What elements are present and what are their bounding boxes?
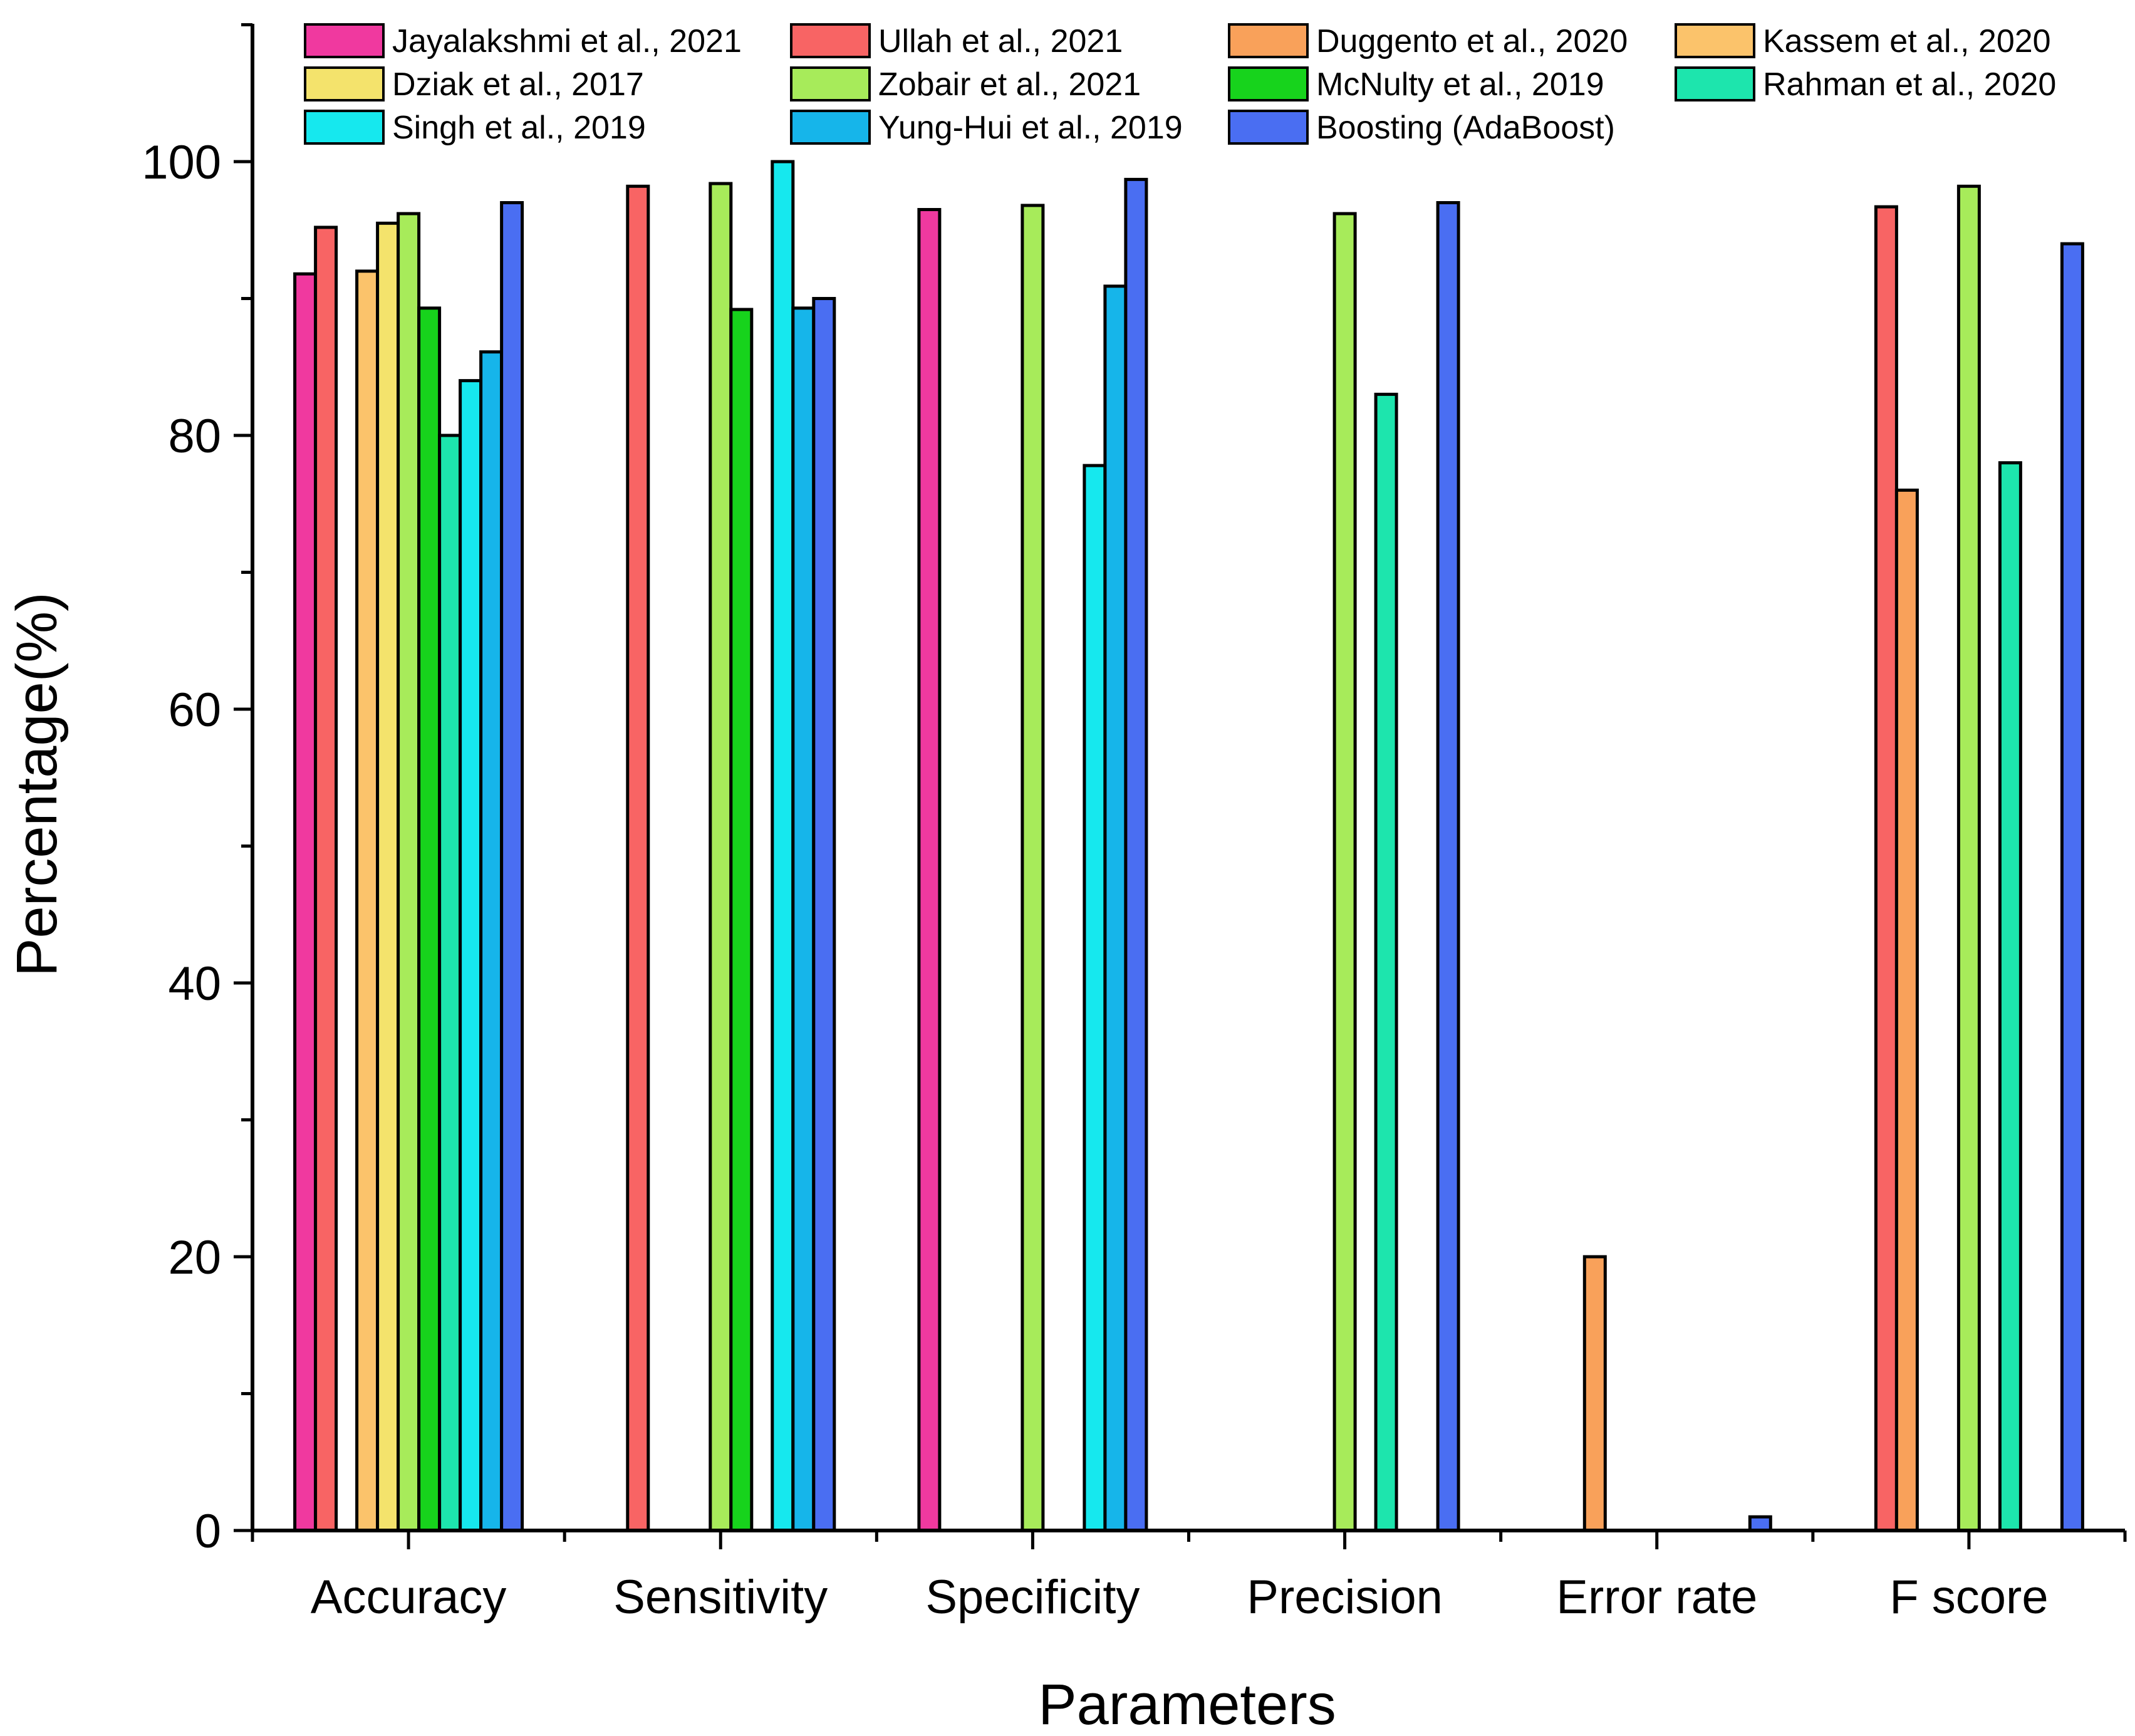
y-axis-title: Percentage(%) [5, 592, 69, 977]
y-tick-label-20: 20 [168, 1231, 221, 1284]
legend-label-ullah-et-al-2021: Ullah et al., 2021 [878, 23, 1123, 60]
legend-item-zobair-et-al-2021: Zobair et al., 2021 [790, 66, 1141, 103]
legend-swatch-singh-et-al-2019 [304, 110, 385, 145]
legend-swatch-dziak-et-al-2017 [304, 66, 385, 101]
legend-item-mcnulty-et-al-2019: McNulty et al., 2019 [1228, 66, 1604, 103]
legend-swatch-mcnulty-et-al-2019 [1228, 66, 1309, 101]
bar-ullah-et-al-2021-accuracy [314, 226, 338, 1532]
legend-item-dziak-et-al-2017: Dziak et al., 2017 [304, 66, 644, 103]
bar-boosting-adaboost-error-rate [1748, 1515, 1772, 1532]
axes-layer: 0 20 40 60 80 100 Accuracy Sensitivity Specifici… [142, 23, 2127, 1624]
bar-boosting-adaboost-accuracy [500, 201, 524, 1532]
bars-layer [293, 160, 2084, 1532]
bar-kassem-et-al-2020-accuracy [355, 269, 380, 1532]
bar-zobair-et-al-2021-sensitivity [709, 182, 733, 1532]
x-tick-label-precision: Precision [1247, 1571, 1443, 1624]
bar-boosting-adaboost-f-score [2060, 242, 2084, 1532]
bar-boosting-adaboost-sensitivity [812, 297, 836, 1532]
legend-item-yung-hui-et-al-2019: Yung-Hui et al., 2019 [790, 110, 1183, 146]
legend-label-boosting-adaboost: Boosting (AdaBoost) [1316, 110, 1615, 146]
legend-label-jayalakshmi-et-al-2021: Jayalakshmi et al., 2021 [392, 23, 742, 60]
x-tick-label-f-score: F score [1889, 1571, 2048, 1624]
bar-duggento-et-al-2020-error-rate [1582, 1255, 1607, 1532]
legend-item-kassem-et-al-2020: Kassem et al., 2020 [1675, 23, 2051, 60]
bar-zobair-et-al-2021-precision [1332, 212, 1357, 1532]
bar-mcnulty-et-al-2019-sensitivity [729, 308, 754, 1532]
bar-jayalakshmi-et-al-2021-accuracy [293, 272, 318, 1532]
y-tick-label-40: 40 [168, 957, 221, 1011]
legend-swatch-kassem-et-al-2020 [1675, 23, 1755, 58]
legend-swatch-boosting-adaboost [1228, 110, 1309, 145]
legend-item-rahman-et-al-2020: Rahman et al., 2020 [1675, 66, 2056, 103]
legend-label-rahman-et-al-2020: Rahman et al., 2020 [1763, 66, 2056, 103]
legend-swatch-ullah-et-al-2021 [790, 23, 871, 58]
bar-rahman-et-al-2020-precision [1374, 392, 1398, 1532]
y-tick-label-60: 60 [168, 683, 221, 737]
bar-singh-et-al-2019-specificity [1083, 464, 1107, 1532]
bar-mcnulty-et-al-2019-accuracy [417, 306, 442, 1532]
legend-swatch-duggento-et-al-2020 [1228, 23, 1309, 58]
x-axis-title: Parameters [1038, 1673, 1336, 1736]
bar-dziak-et-al-2017-accuracy [376, 221, 400, 1532]
legend: Jayalakshmi et al., 2021 Ullah et al., 20… [304, 23, 2056, 146]
bar-rahman-et-al-2020-accuracy [438, 434, 462, 1532]
legend-label-singh-et-al-2019: Singh et al., 2019 [392, 110, 646, 146]
legend-swatch-yung-hui-et-al-2019 [790, 110, 871, 145]
bar-singh-et-al-2019-accuracy [459, 379, 483, 1532]
bar-yung-hui-et-al-2019-sensitivity [791, 306, 816, 1532]
legend-item-duggento-et-al-2020: Duggento et al., 2020 [1228, 23, 1628, 60]
bar-rahman-et-al-2020-f-score [1998, 461, 2022, 1532]
bar-ullah-et-al-2021-f-score [1874, 205, 1898, 1532]
legend-swatch-jayalakshmi-et-al-2021 [304, 23, 385, 58]
bar-boosting-adaboost-precision [1436, 201, 1460, 1532]
bar-zobair-et-al-2021-specificity [1021, 204, 1045, 1532]
y-tick-label-100: 100 [142, 136, 221, 189]
legend-swatch-zobair-et-al-2021 [790, 66, 871, 101]
bar-singh-et-al-2019-sensitivity [771, 160, 795, 1532]
legend-label-kassem-et-al-2020: Kassem et al., 2020 [1763, 23, 2051, 60]
bar-yung-hui-et-al-2019-accuracy [479, 350, 504, 1532]
legend-label-dziak-et-al-2017: Dziak et al., 2017 [392, 66, 644, 103]
bar-boosting-adaboost-specificity [1124, 177, 1148, 1532]
legend-label-zobair-et-al-2021: Zobair et al., 2021 [878, 66, 1141, 103]
bar-zobair-et-al-2021-accuracy [397, 212, 421, 1532]
bar-duggento-et-al-2020-f-score [1894, 488, 1919, 1532]
bar-zobair-et-al-2021-f-score [1956, 184, 1981, 1532]
legend-item-jayalakshmi-et-al-2021: Jayalakshmi et al., 2021 [304, 23, 742, 60]
bar-jayalakshmi-et-al-2021-specificity [917, 208, 942, 1532]
legend-item-singh-et-al-2019: Singh et al., 2019 [304, 110, 646, 146]
y-tick-label-80: 80 [168, 410, 221, 463]
legend-label-yung-hui-et-al-2019: Yung-Hui et al., 2019 [878, 110, 1183, 146]
y-tick-label-0: 0 [195, 1505, 221, 1558]
legend-item-ullah-et-al-2021: Ullah et al., 2021 [790, 23, 1123, 60]
x-tick-label-sensitivity: Sensitivity [613, 1571, 828, 1624]
legend-label-mcnulty-et-al-2019: McNulty et al., 2019 [1316, 66, 1604, 103]
bar-ullah-et-al-2021-sensitivity [626, 184, 650, 1532]
bar-yung-hui-et-al-2019-specificity [1103, 284, 1128, 1532]
x-tick-label-accuracy: Accuracy [311, 1571, 507, 1624]
x-tick-label-specificity: Specificity [925, 1571, 1140, 1624]
legend-item-boosting-adaboost: Boosting (AdaBoost) [1228, 110, 1615, 146]
legend-swatch-rahman-et-al-2020 [1675, 66, 1755, 101]
x-tick-label-error-rate: Error rate [1556, 1571, 1757, 1624]
legend-label-duggento-et-al-2020: Duggento et al., 2020 [1316, 23, 1628, 60]
